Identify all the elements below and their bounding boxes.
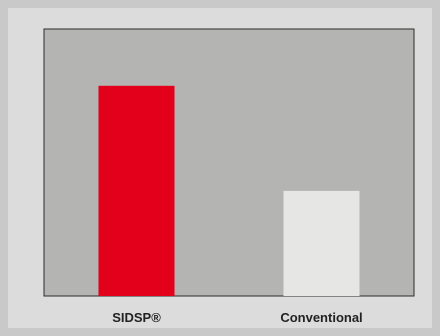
bar-sidsp xyxy=(98,85,175,296)
chart-panel: SIDSP® Conventional xyxy=(8,8,432,328)
bar-conventional xyxy=(283,190,360,296)
bars-group xyxy=(98,85,360,296)
tick-labels-group: SIDSP® Conventional xyxy=(112,310,362,325)
bar-chart: SIDSP® Conventional xyxy=(43,28,415,325)
x-tick-label-sidsp: SIDSP® xyxy=(112,310,161,325)
x-tick-label-conventional: Conventional xyxy=(280,310,362,325)
